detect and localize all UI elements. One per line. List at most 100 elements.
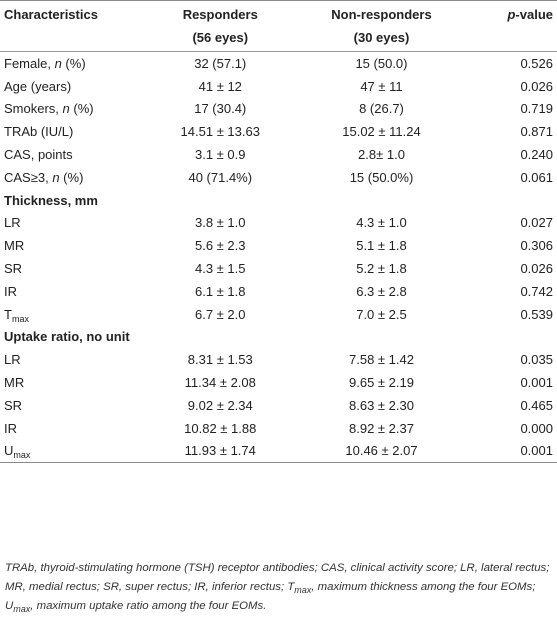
table-row: IR 6.1 ± 1.8 6.3 ± 2.8 0.742 <box>0 280 557 303</box>
table-footnote: TRAb, thyroid-stimulating hormone (TSH) … <box>5 559 553 616</box>
cell-pvalue: 0.240 <box>520 147 553 163</box>
table-row: SR 4.3 ± 1.5 5.2 ± 1.8 0.026 <box>0 257 557 280</box>
cell-responders: 5.6 ± 2.3 <box>195 238 246 254</box>
cell-pvalue: 0.871 <box>520 124 553 140</box>
cell-responders: 4.3 ± 1.5 <box>195 261 246 277</box>
footnote-part1: TRAb, thyroid-stimulating hormone (TSH) … <box>5 562 550 593</box>
cell-pvalue: 0.306 <box>520 238 553 254</box>
row-label: SR <box>0 394 148 417</box>
row-label: IR <box>0 417 148 440</box>
row-label: Tmax <box>0 303 148 326</box>
section-uptake: Uptake ratio, no unit <box>0 326 557 349</box>
row-label-text: MR <box>4 375 25 391</box>
table-row: TRAb (IU/L) 14.51 ± 13.63 15.02 ± 11.24 0.8… <box>0 120 557 143</box>
cell-nonresponders: 9.65 ± 2.19 <box>349 375 414 391</box>
cell-responders: 40 (71.4%) <box>188 169 253 185</box>
table-row: CAS, points 3.1 ± 0.9 2.8± 1.0 0.240 <box>0 143 557 166</box>
row-label: CAS≥3, n (%) <box>0 166 148 189</box>
table-row: MR 5.6 ± 2.3 5.1 ± 1.8 0.306 <box>0 234 557 257</box>
table-row: Umax 11.93 ± 1.74 10.46 ± 2.07 0.001 <box>0 440 557 463</box>
cell-pvalue: 0.465 <box>520 397 553 413</box>
header-pvalue: p-value <box>471 1 557 30</box>
cell-responders: 3.1 ± 0.9 <box>195 147 246 163</box>
row-label-text: U <box>4 443 14 459</box>
row-label-text: T <box>4 306 12 322</box>
row-label-text: Age (years) <box>4 78 72 94</box>
cell-responders: 6.1 ± 1.8 <box>195 283 246 299</box>
cell-responders: 3.8 ± 1.0 <box>195 215 246 231</box>
row-label-subscript: max <box>11 313 29 324</box>
table-row: CAS≥3, n (%) 40 (71.4%) 15 (50.0%) 0.061 <box>0 166 557 189</box>
row-label-text: TRAb (IU/L) <box>4 124 74 140</box>
row-label-text: IR <box>4 283 17 299</box>
row-label-tail: (%) <box>59 169 84 185</box>
cell-nonresponders: 5.2 ± 1.8 <box>356 261 407 277</box>
table-row: Tmax 6.7 ± 2.0 7.0 ± 2.5 0.539 <box>0 303 557 326</box>
row-label: Age (years) <box>0 75 148 98</box>
row-label-text: MR <box>4 238 25 254</box>
cell-pvalue: 0.001 <box>520 443 553 459</box>
row-label: Umax <box>0 440 148 463</box>
header-nonresponders: Non-responders <box>331 7 432 22</box>
table-row: LR 3.8 ± 1.0 4.3 ± 1.0 0.027 <box>0 212 557 235</box>
cell-pvalue: 0.000 <box>520 420 553 436</box>
row-label-text: IR <box>4 420 17 436</box>
row-label-text: CAS, points <box>4 147 73 163</box>
cell-pvalue: 0.001 <box>520 375 553 391</box>
table-row: Female, n (%) 32 (57.1) 15 (50.0) 0.526 <box>0 51 557 75</box>
table-row: LR 8.31 ± 1.53 7.58 ± 1.42 0.035 <box>0 348 557 371</box>
row-label-tail: (%) <box>69 101 94 117</box>
row-label-text: SR <box>4 261 23 277</box>
cell-responders: 8.31 ± 1.53 <box>187 352 253 368</box>
cell-responders: 41 ± 12 <box>198 78 242 94</box>
cell-nonresponders: 15 (50.0) <box>355 55 408 71</box>
header-row: Characteristics Responders Non-responder… <box>0 0 557 30</box>
footnote-tmax-sub: max <box>294 585 312 595</box>
row-label-text: CAS≥3, <box>4 169 53 185</box>
cell-responders: 14.51 ± 13.63 <box>180 124 260 140</box>
cell-responders: 10.82 ± 1.88 <box>184 420 257 436</box>
row-label-text: Smokers, <box>4 101 63 117</box>
cell-responders: 6.7 ± 2.0 <box>195 306 246 322</box>
row-label-italic: n <box>62 101 70 117</box>
cell-pvalue: 0.035 <box>520 352 553 368</box>
cell-nonresponders: 6.3 ± 2.8 <box>356 283 407 299</box>
cell-pvalue: 0.742 <box>520 283 553 299</box>
row-label: Smokers, n (%) <box>0 98 148 121</box>
cell-pvalue: 0.719 <box>520 101 553 117</box>
row-label: MR <box>0 234 148 257</box>
row-label: IR <box>0 280 148 303</box>
table-body: Female, n (%) 32 (57.1) 15 (50.0) 0.526 Age … <box>0 51 557 463</box>
footnote-part2: , maximum thickness among the four EOMs;… <box>5 581 536 612</box>
cell-responders: 11.34 ± 2.08 <box>184 375 256 391</box>
row-label-text: Female, <box>4 55 55 71</box>
cell-nonresponders: 8.63 ± 2.30 <box>349 397 414 413</box>
cell-nonresponders: 47 ± 11 <box>360 78 403 94</box>
row-label-tail: (%) <box>61 55 86 71</box>
cell-responders: 11.93 ± 1.74 <box>184 443 256 459</box>
cell-nonresponders: 15 (50.0%) <box>349 169 414 185</box>
row-label-italic: n <box>54 55 62 71</box>
row-label: LR <box>0 348 148 371</box>
row-label: SR <box>0 257 148 280</box>
row-label-text: LR <box>4 215 21 231</box>
cell-nonresponders: 8.92 ± 2.37 <box>349 420 414 436</box>
results-table: Characteristics Responders Non-responder… <box>0 0 557 463</box>
row-label-italic: n <box>52 169 60 185</box>
header-row-2: (56 eyes) (30 eyes) <box>0 29 557 52</box>
table-row: MR 11.34 ± 2.08 9.65 ± 2.19 0.001 <box>0 371 557 394</box>
cell-nonresponders: 15.02 ± 11.24 <box>342 124 421 140</box>
section-thickness: Thickness, mm <box>0 189 557 212</box>
cell-pvalue: 0.526 <box>520 55 553 71</box>
row-label: MR <box>0 371 148 394</box>
footnote-umax-sub: max <box>13 604 31 614</box>
row-label-text: LR <box>4 352 21 368</box>
row-label: LR <box>0 212 148 235</box>
cell-responders: 17 (30.4) <box>194 101 247 117</box>
header-nonresponders-n: (30 eyes) <box>353 30 410 45</box>
cell-nonresponders: 10.46 ± 2.07 <box>345 443 418 459</box>
header-responders: Responders <box>182 7 258 22</box>
cell-nonresponders: 7.58 ± 1.42 <box>349 352 414 368</box>
cell-nonresponders: 8 (26.7) <box>359 101 404 117</box>
